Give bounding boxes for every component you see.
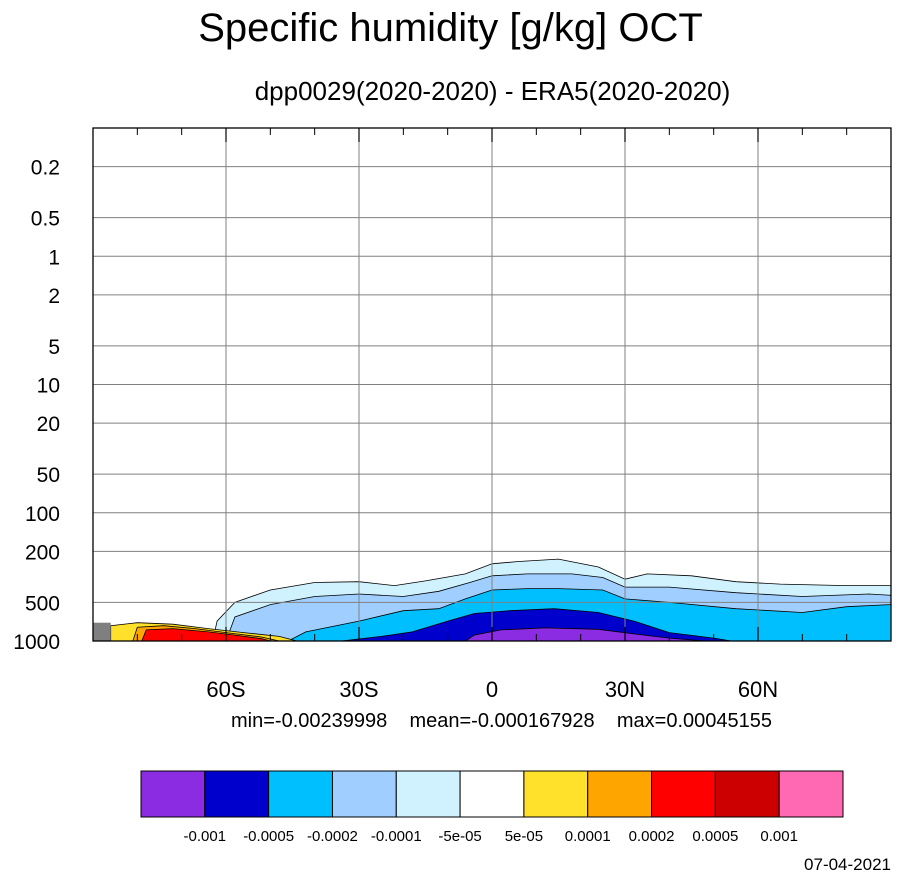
plot-date: 07-04-2021 <box>804 855 891 874</box>
colorbar-label: 0.0001 <box>565 828 611 845</box>
colorbar-label: 5e-05 <box>505 828 543 845</box>
x-tick-label: 60S <box>206 677 245 702</box>
colorbar-swatch <box>395 770 461 818</box>
y-tick-label: 10 <box>37 375 60 398</box>
x-tick-label: 30S <box>339 677 378 702</box>
colorbar-label: -5e-05 <box>438 828 481 845</box>
stat-min: min=-0.00239998 <box>231 710 388 732</box>
y-tick-label: 5 <box>48 336 60 359</box>
y-tick-label: 200 <box>25 541 60 564</box>
y-tick-label: 0.5 <box>31 208 60 231</box>
colorbar-label: 0.001 <box>760 828 798 845</box>
colorbar-swatch <box>714 770 780 818</box>
colorbar-swatch <box>268 770 333 818</box>
colorbar-label: 0.0005 <box>692 828 738 845</box>
stats-line: min=-0.00239998 mean=-0.000167928 max=0.… <box>0 710 901 733</box>
y-tick-label: 500 <box>25 592 60 615</box>
colorbar-swatch <box>651 770 716 818</box>
contour--0.001 <box>464 627 705 641</box>
y-tick-label: 20 <box>37 413 60 436</box>
colorbar-label: -0.0001 <box>371 828 422 845</box>
tick-labels: 60S 30S 0 30N 60N 0.2 0.5 1 2 5 10 20 50 100 200 500 100… <box>13 157 778 702</box>
colorbar-label: -0.0005 <box>243 828 294 845</box>
colorbar-label: 0.0002 <box>629 828 675 845</box>
y-tick-label: 1 <box>48 246 60 269</box>
colorbar-swatch <box>459 770 525 818</box>
y-tick-label: 100 <box>25 503 60 526</box>
x-tick-label: 0 <box>486 677 498 702</box>
y-tick-label: 0.2 <box>31 157 60 180</box>
x-tick-label: 30N <box>605 677 645 702</box>
y-tick-label: 2 <box>48 285 60 308</box>
grid <box>93 128 891 642</box>
colorbar-label: -0.001 <box>184 828 227 845</box>
ticks <box>136 128 848 641</box>
missing-data-patch <box>93 622 111 641</box>
colorbar-swatch <box>204 770 270 818</box>
colorbar-swatch <box>587 770 653 818</box>
x-tick-label: 60N <box>738 677 778 702</box>
stat-max: max=0.00045155 <box>616 710 772 732</box>
stat-mean: mean=-0.000167928 <box>409 710 595 732</box>
contour-fills <box>93 558 891 641</box>
chart-subtitle: dpp0029(2020-2020) - ERA5(2020-2020) <box>254 76 731 106</box>
plot-frame <box>92 127 892 642</box>
colorbar-swatch <box>140 770 206 818</box>
colorbar-swatch <box>523 770 589 818</box>
colorbar: -0.001 -0.0005 -0.0002 -0.0001 -5e-05 5e-05 0.… <box>140 770 844 845</box>
colorbar-label: -0.0002 <box>307 828 358 845</box>
y-tick-label: 50 <box>37 464 60 487</box>
colorbar-swatch <box>778 770 844 818</box>
colorbar-swatch <box>331 770 397 818</box>
chart-title: Specific humidity [g/kg] OCT <box>198 6 703 50</box>
y-tick-label: 1000 <box>13 631 60 654</box>
